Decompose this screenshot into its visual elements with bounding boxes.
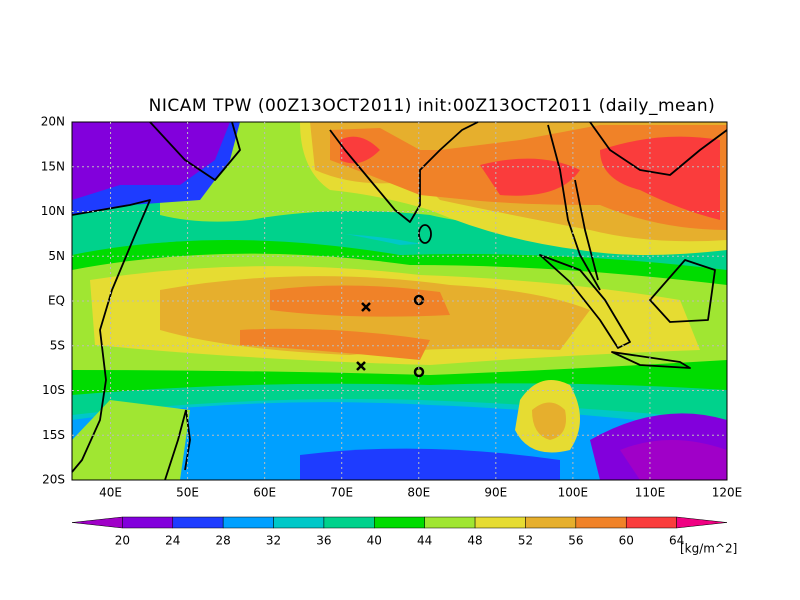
lat-tick-label: 20N bbox=[41, 115, 65, 129]
lon-tick-label: 50E bbox=[176, 486, 199, 500]
lat-tick-label: 10S bbox=[42, 383, 65, 397]
colorbar-box bbox=[122, 516, 174, 529]
lat-tick-label: 5S bbox=[50, 338, 65, 352]
lon-tick-label: 70E bbox=[330, 486, 353, 500]
colorbar-label: 40 bbox=[367, 534, 382, 548]
lat-tick-label: 5N bbox=[48, 249, 65, 263]
colorbar-box bbox=[172, 516, 224, 529]
colorbar-box bbox=[575, 516, 627, 529]
colorbar-box bbox=[222, 516, 274, 529]
colorbar-box bbox=[273, 516, 325, 529]
title: NICAM TPW (00Z13OCT2011) init:00Z13OCT20… bbox=[149, 96, 716, 116]
colorbar-label: 52 bbox=[518, 534, 533, 548]
lat-tick-label: 15S bbox=[42, 428, 65, 442]
colorbar-box bbox=[323, 516, 375, 529]
lat-tick-label: 20S bbox=[42, 473, 65, 487]
colorbar-label: 36 bbox=[316, 534, 331, 548]
colorbar-label: 28 bbox=[216, 534, 231, 548]
lon-tick-label: 110E bbox=[635, 486, 666, 500]
colorbar-label: 64 bbox=[669, 534, 684, 548]
colorbar-triangle bbox=[71, 516, 123, 529]
colorbar-label: 44 bbox=[417, 534, 432, 548]
colorbar-box bbox=[474, 516, 526, 529]
lon-tick-label: 40E bbox=[99, 486, 122, 500]
colorbar-label: 32 bbox=[266, 534, 281, 548]
colorbar-box bbox=[374, 516, 425, 529]
colorbar-label: 56 bbox=[568, 534, 583, 548]
colorbar-box bbox=[525, 516, 577, 529]
x-marker bbox=[356, 302, 371, 371]
colorbar-label: 24 bbox=[165, 534, 180, 548]
colorbar-triangle bbox=[676, 516, 728, 529]
colorbar-label: 20 bbox=[115, 534, 130, 548]
colorbar-box bbox=[625, 516, 677, 529]
colorbar-box bbox=[424, 516, 476, 529]
colorbar-unit: [kg/m^2] bbox=[680, 542, 737, 556]
coastlines bbox=[71, 121, 728, 481]
lon-tick-label: 80E bbox=[407, 486, 430, 500]
lon-tick-label: 100E bbox=[558, 486, 589, 500]
tpw-field bbox=[72, 122, 727, 480]
lon-tick-label: 120E bbox=[712, 486, 743, 500]
lat-tick-label: 15N bbox=[41, 159, 65, 173]
lon-tick-label: 90E bbox=[484, 486, 507, 500]
colorbar-label: 60 bbox=[619, 534, 634, 548]
lat-tick-label: 10N bbox=[41, 204, 65, 218]
lon-tick-label: 60E bbox=[253, 486, 276, 500]
colorbar-label: 48 bbox=[467, 534, 482, 548]
lat-tick-label: EQ bbox=[48, 294, 65, 308]
